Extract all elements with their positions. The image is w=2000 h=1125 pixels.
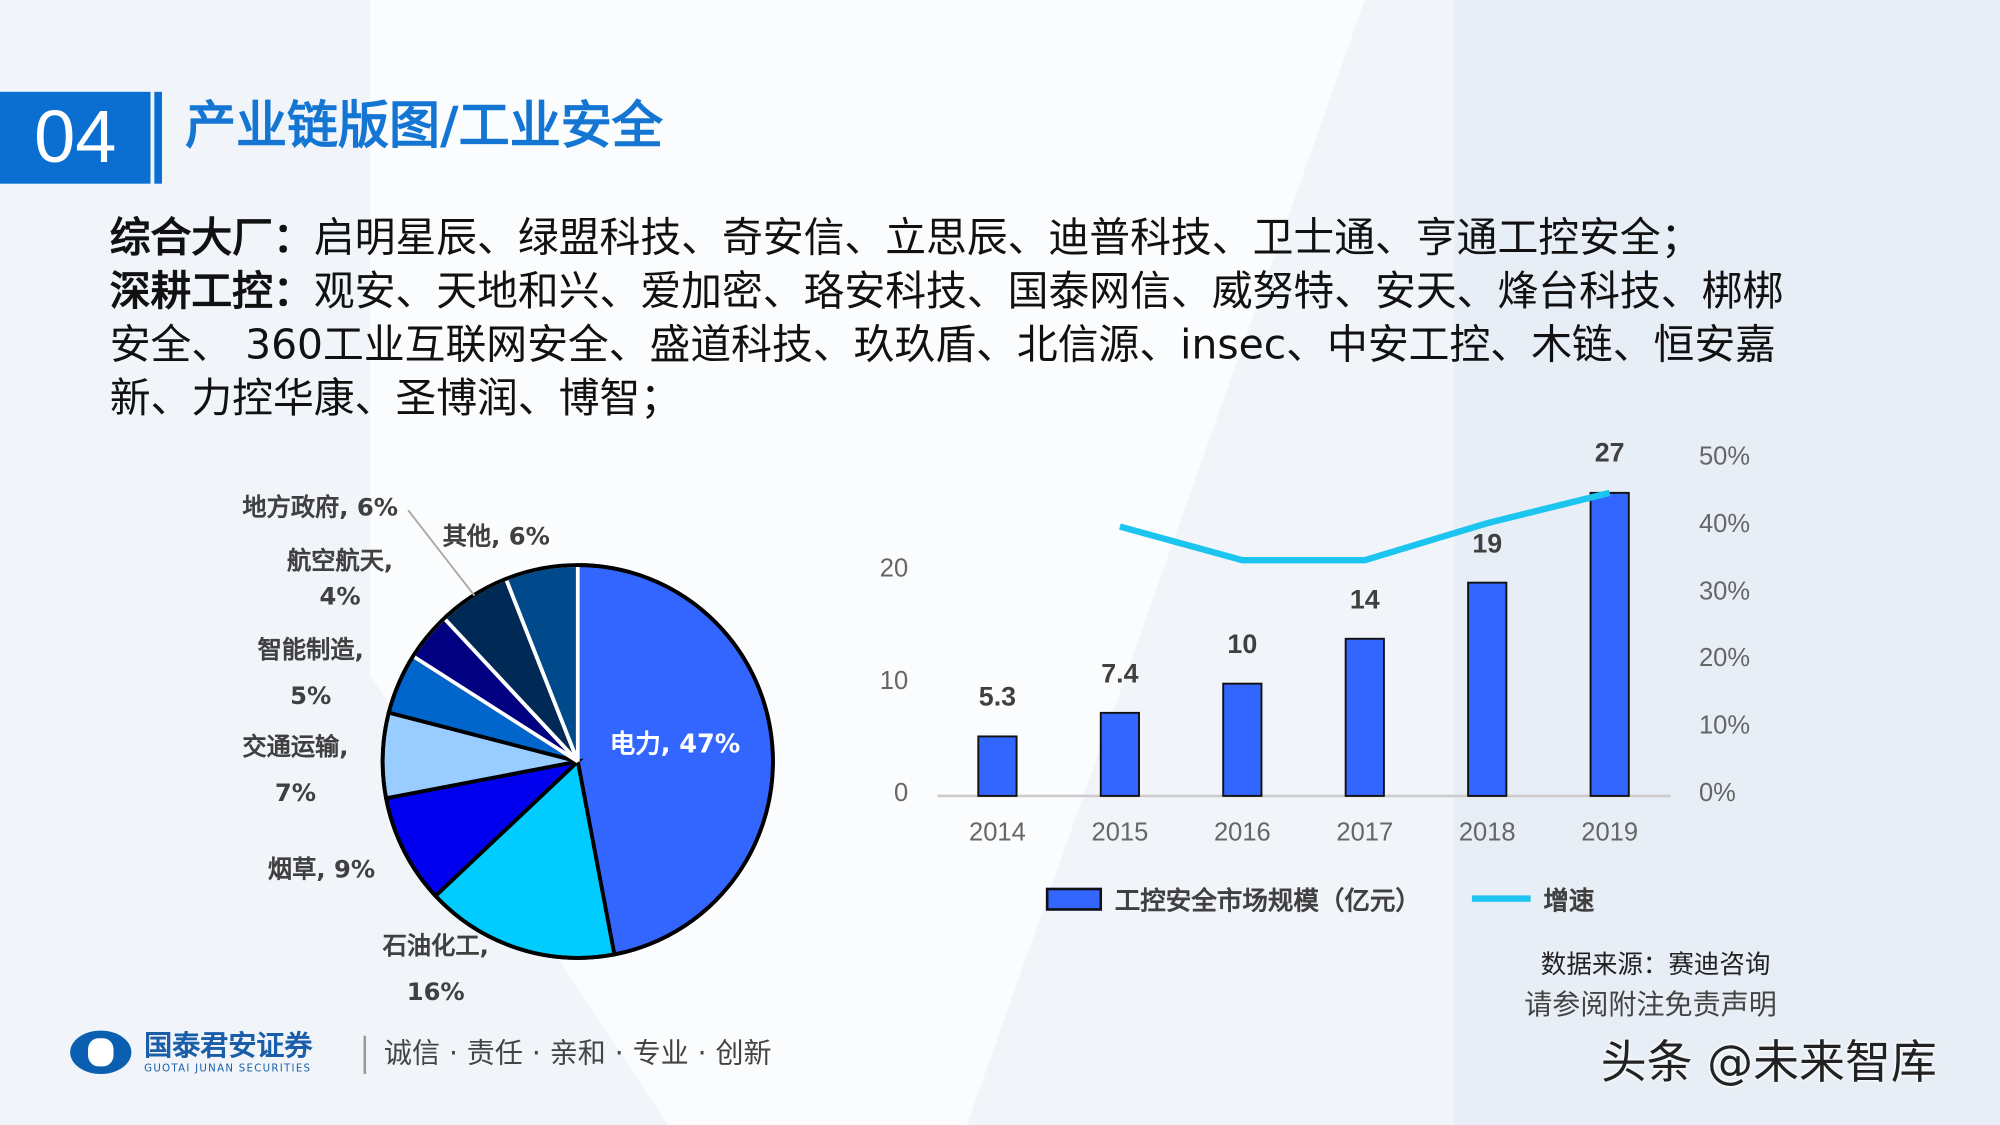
right-axis-tick: 0% bbox=[1698, 779, 1736, 808]
x-tick-label: 2014 bbox=[969, 818, 1026, 847]
logo-mark-icon bbox=[70, 1030, 132, 1074]
legend-bar-label: 工控安全市场规模（亿元） bbox=[1114, 885, 1421, 916]
logo-name-en: GUOTAI JUNAN SECURITIES bbox=[144, 1061, 312, 1074]
right-axis-tick: 30% bbox=[1698, 577, 1751, 606]
legend-line-label: 增速 bbox=[1543, 885, 1595, 916]
label: 深耕工控： bbox=[109, 266, 314, 316]
pie-label-tobacco: 烟草, 9% bbox=[267, 855, 376, 884]
bar-2017 bbox=[1344, 637, 1385, 797]
leader-line bbox=[407, 509, 476, 597]
data-source: 数据来源：赛迪咨询 bbox=[1540, 948, 1771, 980]
company-logo: 国泰君安证券 GUOTAI JUNAN SECURITIES bbox=[70, 1029, 313, 1074]
label: 综合大厂： bbox=[109, 213, 314, 262]
bar-data-label: 5.3 bbox=[978, 682, 1017, 713]
x-tick-label: 2018 bbox=[1458, 818, 1516, 847]
x-tick-label: 2017 bbox=[1336, 818, 1394, 847]
right-axis-tick: 10% bbox=[1698, 711, 1751, 741]
pie-label-transport: 交通运输, 7% bbox=[242, 733, 349, 808]
x-tick-label: 2016 bbox=[1213, 818, 1271, 847]
bar-data-label: 19 bbox=[1472, 529, 1503, 559]
company-motto: 诚信 · 责任 · 亲和 · 专业 · 创新 bbox=[363, 1035, 772, 1074]
bar-2016 bbox=[1222, 682, 1263, 797]
right-axis-tick: 50% bbox=[1698, 442, 1751, 471]
legend-line-swatch bbox=[1471, 895, 1531, 902]
pie-label-petrochem: 石油化工, 16% bbox=[382, 932, 489, 1007]
bar-2015 bbox=[1099, 711, 1140, 797]
right-axis-tick: 20% bbox=[1698, 644, 1751, 673]
left-axis-tick: 10 bbox=[879, 667, 909, 696]
right-axis-tick: 40% bbox=[1698, 509, 1751, 539]
pie-label-manufacturing: 智能制造, 5% bbox=[257, 636, 364, 711]
page-title: 产业链版图/工业安全 bbox=[184, 96, 663, 156]
watermark: 头条 @未来智库 bbox=[1600, 1036, 1937, 1090]
pie-label-power: 电力, 47% bbox=[609, 728, 741, 759]
x-tick-label: 2019 bbox=[1581, 818, 1639, 847]
chart-legend: 工控安全市场规模（亿元） 增速 bbox=[1045, 880, 1595, 917]
pie-label-aerospace: 航空航天, 4% bbox=[286, 547, 394, 611]
left-axis-tick: 0 bbox=[893, 779, 909, 808]
left-axis-tick: 20 bbox=[879, 554, 909, 583]
paragraph-ics-specialists: 深耕工控：观安、天地和兴、爱加密、珞安科技、国泰网信、威努特、安天、烽台科技、梆… bbox=[110, 264, 1819, 425]
body-text: 综合大厂：启明星辰、绿盟科技、奇安信、立思辰、迪普科技、卫士通、亨通工控安全； … bbox=[110, 210, 1819, 424]
bar-2014 bbox=[977, 735, 1018, 797]
bar-2019 bbox=[1589, 491, 1630, 797]
background-shape bbox=[1454, 0, 2000, 1125]
bar-data-label: 27 bbox=[1594, 439, 1625, 469]
bar-data-label: 14 bbox=[1349, 585, 1380, 615]
text: 观安、天地和兴、爱加密、珞安科技、国泰网信、威努特、安天、烽台科技、梆梆安全、 … bbox=[109, 266, 1784, 423]
logo-name: 国泰君安证券 bbox=[144, 1029, 313, 1062]
bar-data-label: 7.4 bbox=[1101, 659, 1139, 689]
text: 启明星辰、绿盟科技、奇安信、立思辰、迪普科技、卫士通、亨通工控安全； bbox=[313, 213, 1702, 262]
section-number: 04 bbox=[0, 91, 151, 184]
pie-label-local-gov: 地方政府, 6% bbox=[242, 493, 399, 522]
section-divider bbox=[154, 91, 162, 184]
x-tick-label: 2015 bbox=[1091, 818, 1149, 847]
bar-2018 bbox=[1467, 581, 1508, 797]
disclaimer: 请参阅附注免责声明 bbox=[1524, 989, 1777, 1022]
pie-outline bbox=[380, 563, 775, 960]
legend-bar-swatch bbox=[1045, 887, 1103, 911]
bar-data-label: 10 bbox=[1227, 630, 1258, 660]
growth-line bbox=[1119, 489, 1611, 564]
paragraph-integrated-vendors: 综合大厂：启明星辰、绿盟科技、奇安信、立思辰、迪普科技、卫士通、亨通工控安全； bbox=[110, 210, 1819, 264]
pie-label-other: 其他, 6% bbox=[442, 522, 550, 552]
